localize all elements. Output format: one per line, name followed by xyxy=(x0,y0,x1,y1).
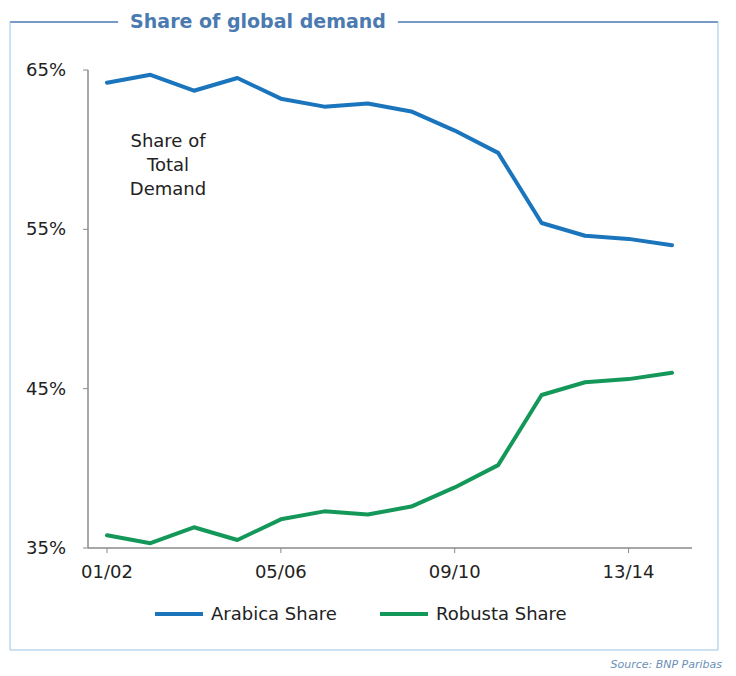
y-tick xyxy=(83,229,88,230)
annotation: Demand xyxy=(130,178,206,199)
frame xyxy=(10,22,718,650)
y-tick-label: 55% xyxy=(26,218,66,239)
legend-swatch xyxy=(380,612,428,616)
y-tick-label: 35% xyxy=(26,537,66,558)
x-tick xyxy=(628,548,629,553)
y-tick xyxy=(83,388,88,389)
x-tick xyxy=(280,548,281,553)
x-axis xyxy=(88,547,692,549)
x-tick xyxy=(107,548,108,553)
chart-title: Share of global demand xyxy=(130,10,386,32)
y-tick xyxy=(83,70,88,71)
source-note: Source: BNP Paribas xyxy=(610,658,722,671)
series-line xyxy=(107,373,672,543)
chart-svg: Share of global demand Share of Total Deman… xyxy=(0,0,736,676)
frame-top xyxy=(10,21,718,23)
y-tick xyxy=(83,548,88,549)
x-tick-label: 05/06 xyxy=(255,561,307,582)
x-tick-label: 01/02 xyxy=(81,561,133,582)
chart-container: Share of global demand Share of Total Deman… xyxy=(0,0,736,676)
y-tick-label: 65% xyxy=(26,59,66,80)
legend-label: Arabica Share xyxy=(211,603,337,624)
annotation: Total xyxy=(146,154,189,175)
annotation: Share of xyxy=(130,130,206,151)
series-line xyxy=(107,75,672,245)
x-tick xyxy=(454,548,455,553)
plot-area xyxy=(107,75,672,543)
y-tick-label: 45% xyxy=(26,378,66,399)
x-tick-label: 09/10 xyxy=(429,561,481,582)
y-axis xyxy=(87,70,89,548)
legend-label: Robusta Share xyxy=(436,603,567,624)
legend-swatch xyxy=(155,612,203,616)
x-tick-label: 13/14 xyxy=(603,561,655,582)
